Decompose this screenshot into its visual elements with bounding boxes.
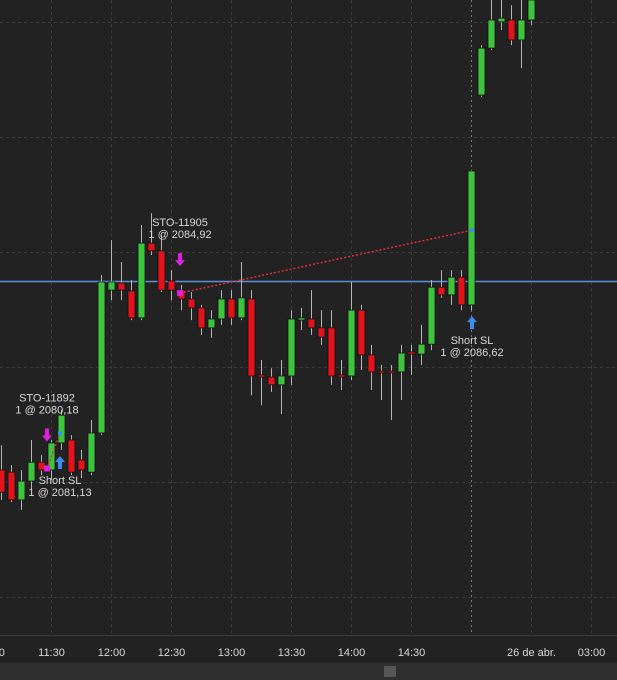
candle-body xyxy=(267,376,276,386)
candle-body xyxy=(297,317,306,321)
candle-body xyxy=(467,170,476,306)
candle-body xyxy=(517,19,526,41)
trade-name: Short SL xyxy=(39,475,82,487)
candle-body xyxy=(387,370,396,374)
x-tick-label: 14:30 xyxy=(398,647,426,659)
candle-body xyxy=(17,480,26,501)
candle-body xyxy=(237,297,246,319)
trade-label: 1 @ 2081,13 xyxy=(28,487,91,499)
x-tick-label: 11:30 xyxy=(38,647,65,659)
candle-body xyxy=(87,432,96,473)
candle-body xyxy=(207,318,216,329)
candle-body xyxy=(447,276,456,296)
candle-body xyxy=(407,351,416,355)
candle-body xyxy=(327,327,336,377)
candle-body xyxy=(57,414,66,444)
x-tick-label: 26 de abr. xyxy=(507,647,556,659)
x-tick-label: 12:30 xyxy=(158,647,186,659)
candle-body xyxy=(287,318,296,377)
candle-body xyxy=(477,47,486,96)
candle-body xyxy=(137,242,146,319)
entry-marker xyxy=(44,465,50,472)
exit-arrow xyxy=(467,316,477,330)
x-tick-label: 03:00 xyxy=(578,647,606,659)
candle-body xyxy=(427,286,436,345)
entry-arrow xyxy=(42,428,52,442)
trade-name: STO-11892 xyxy=(19,392,75,404)
trade-link xyxy=(179,229,473,294)
candle-body xyxy=(27,461,36,482)
candle-body xyxy=(37,461,46,471)
candle-body xyxy=(277,375,286,386)
candle-body xyxy=(77,459,86,471)
candle-body xyxy=(457,276,466,306)
x-tick-label: 12:00 xyxy=(98,647,126,659)
candle-body xyxy=(347,309,356,377)
candle-body xyxy=(337,374,346,378)
candle-body xyxy=(0,469,6,493)
entry-arrow xyxy=(175,253,185,267)
candle-body xyxy=(377,370,386,374)
candle-body xyxy=(7,471,16,501)
scrollbar[interactable] xyxy=(0,663,617,680)
candle-body xyxy=(257,374,266,378)
candle-body xyxy=(307,318,316,329)
exit-arrow xyxy=(55,455,65,469)
candle-body xyxy=(367,354,376,373)
candle-body xyxy=(247,298,256,377)
candle-body xyxy=(417,343,426,355)
trade-name: Short SL xyxy=(451,335,494,347)
candle-body xyxy=(437,286,446,296)
exit-marker xyxy=(470,228,474,233)
x-tick-label: 13:30 xyxy=(278,647,306,659)
candle-body xyxy=(487,19,496,49)
trade-label: 1 @ 2084,92 xyxy=(148,229,211,241)
trade-name: STO-11905 xyxy=(152,217,208,229)
candle-body xyxy=(527,0,536,21)
trade-label: 1 @ 2086,62 xyxy=(440,347,503,359)
candle-body xyxy=(107,281,116,291)
candle-body xyxy=(127,290,136,319)
candle-body xyxy=(157,250,166,291)
candle-body xyxy=(397,352,406,373)
time-axis: 11:00 11:30 12:00 12:30 13:00 13:30 14:00 14:30… xyxy=(0,647,605,659)
candle-body xyxy=(167,280,176,291)
candle-body xyxy=(147,242,156,252)
candle-body xyxy=(497,17,506,23)
candle-body xyxy=(357,309,366,356)
candle-body xyxy=(217,298,226,320)
candle-body xyxy=(227,298,236,319)
candle-body xyxy=(67,439,76,473)
candle-body xyxy=(97,281,106,434)
candle-body xyxy=(187,298,196,309)
scroll-thumb[interactable] xyxy=(384,666,396,677)
x-tick-label: 13:00 xyxy=(218,647,246,659)
x-tick-label: 11:00 xyxy=(0,647,5,659)
x-tick-label: 14:00 xyxy=(338,647,366,659)
trade-label: 1 @ 2080,18 xyxy=(15,404,78,416)
exit-marker xyxy=(58,431,62,436)
entry-marker xyxy=(177,290,183,297)
candle-body xyxy=(117,282,126,291)
candle-body xyxy=(197,307,206,329)
candle-body xyxy=(317,327,326,338)
candle-body xyxy=(507,19,516,41)
